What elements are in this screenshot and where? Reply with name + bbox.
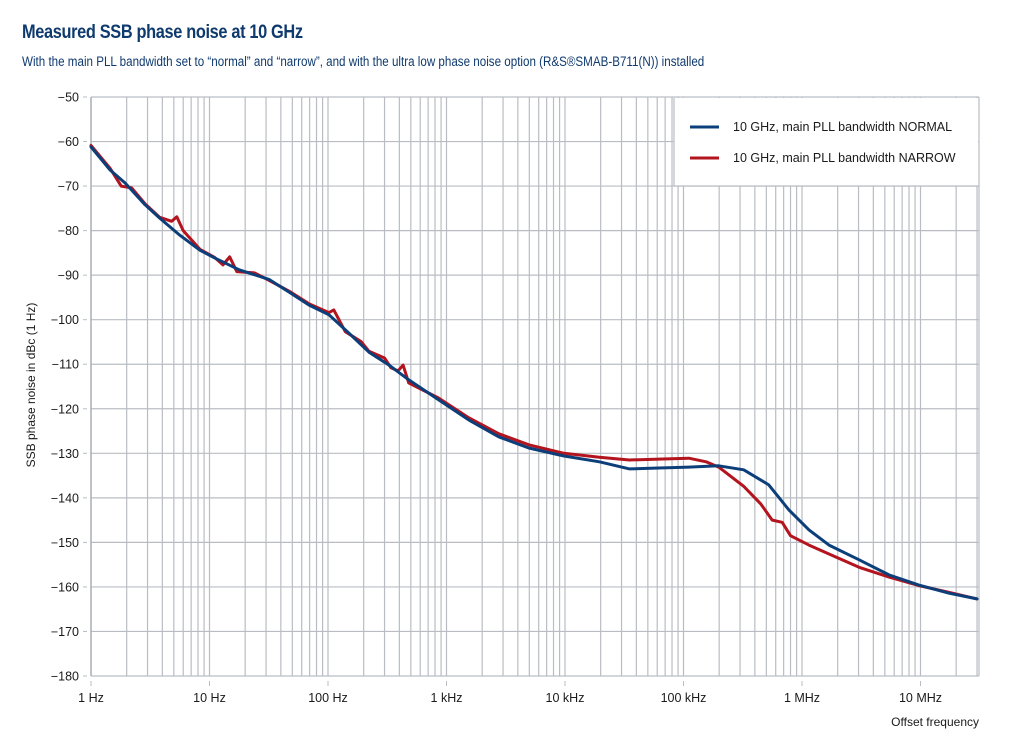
y-tick-label: −110 [52,358,79,372]
chart-title: Measured SSB phase noise at 10 GHz [22,22,303,43]
y-axis-title: SSB phase noise in dBc (1 Hz) [24,303,38,468]
y-tick-label: −50 [58,91,79,105]
y-tick-label: −150 [51,536,79,550]
y-tick-label: −160 [51,580,79,594]
x-tick-label: 1 Hz [78,691,104,705]
series-line-normal [89,145,979,601]
x-tick-label: 100 Hz [308,691,348,705]
y-tick-label: −100 [51,313,79,327]
y-tick-label: −90 [58,269,79,283]
y-tick-label: −130 [51,447,79,461]
x-tick-label: 1 MHz [784,691,820,705]
chart-subtitle: With the main PLL bandwidth set to “norm… [22,54,705,69]
x-tick-label: 10 Hz [193,691,226,705]
y-tick-label: −60 [58,135,79,149]
x-tick-label: 10 kHz [546,691,585,705]
series-line-narrow [89,144,979,601]
y-axis: −50 −60 −70 −80 −90 −100 −110 −120 −130 −140 −150 −… [51,91,87,684]
x-axis-title: Offset frequency [891,715,979,729]
x-tick-label: 100 kHz [661,691,707,705]
x-tick-label: 1 kHz [431,691,463,705]
y-tick-label: −70 [58,180,79,194]
y-tick-label: −140 [51,491,79,505]
series-group [89,144,979,601]
legend: 10 GHz, main PLL bandwidth NORMAL 10 GHz… [673,98,979,187]
legend-label-narrow: 10 GHz, main PLL bandwidth NARROW [733,151,956,165]
legend-box [674,98,978,186]
y-tick-label: −170 [51,625,79,639]
x-axis: 1 Hz 10 Hz 100 Hz 1 kHz 10 kHz 100 kHz 1 MHz 10… [78,681,942,705]
y-tick-label: −180 [51,670,79,684]
y-tick-label: −120 [51,402,79,416]
y-tick-label: −80 [58,224,79,238]
x-tick-label: 10 MHz [899,691,942,705]
legend-label-normal: 10 GHz, main PLL bandwidth NORMAL [733,120,952,134]
